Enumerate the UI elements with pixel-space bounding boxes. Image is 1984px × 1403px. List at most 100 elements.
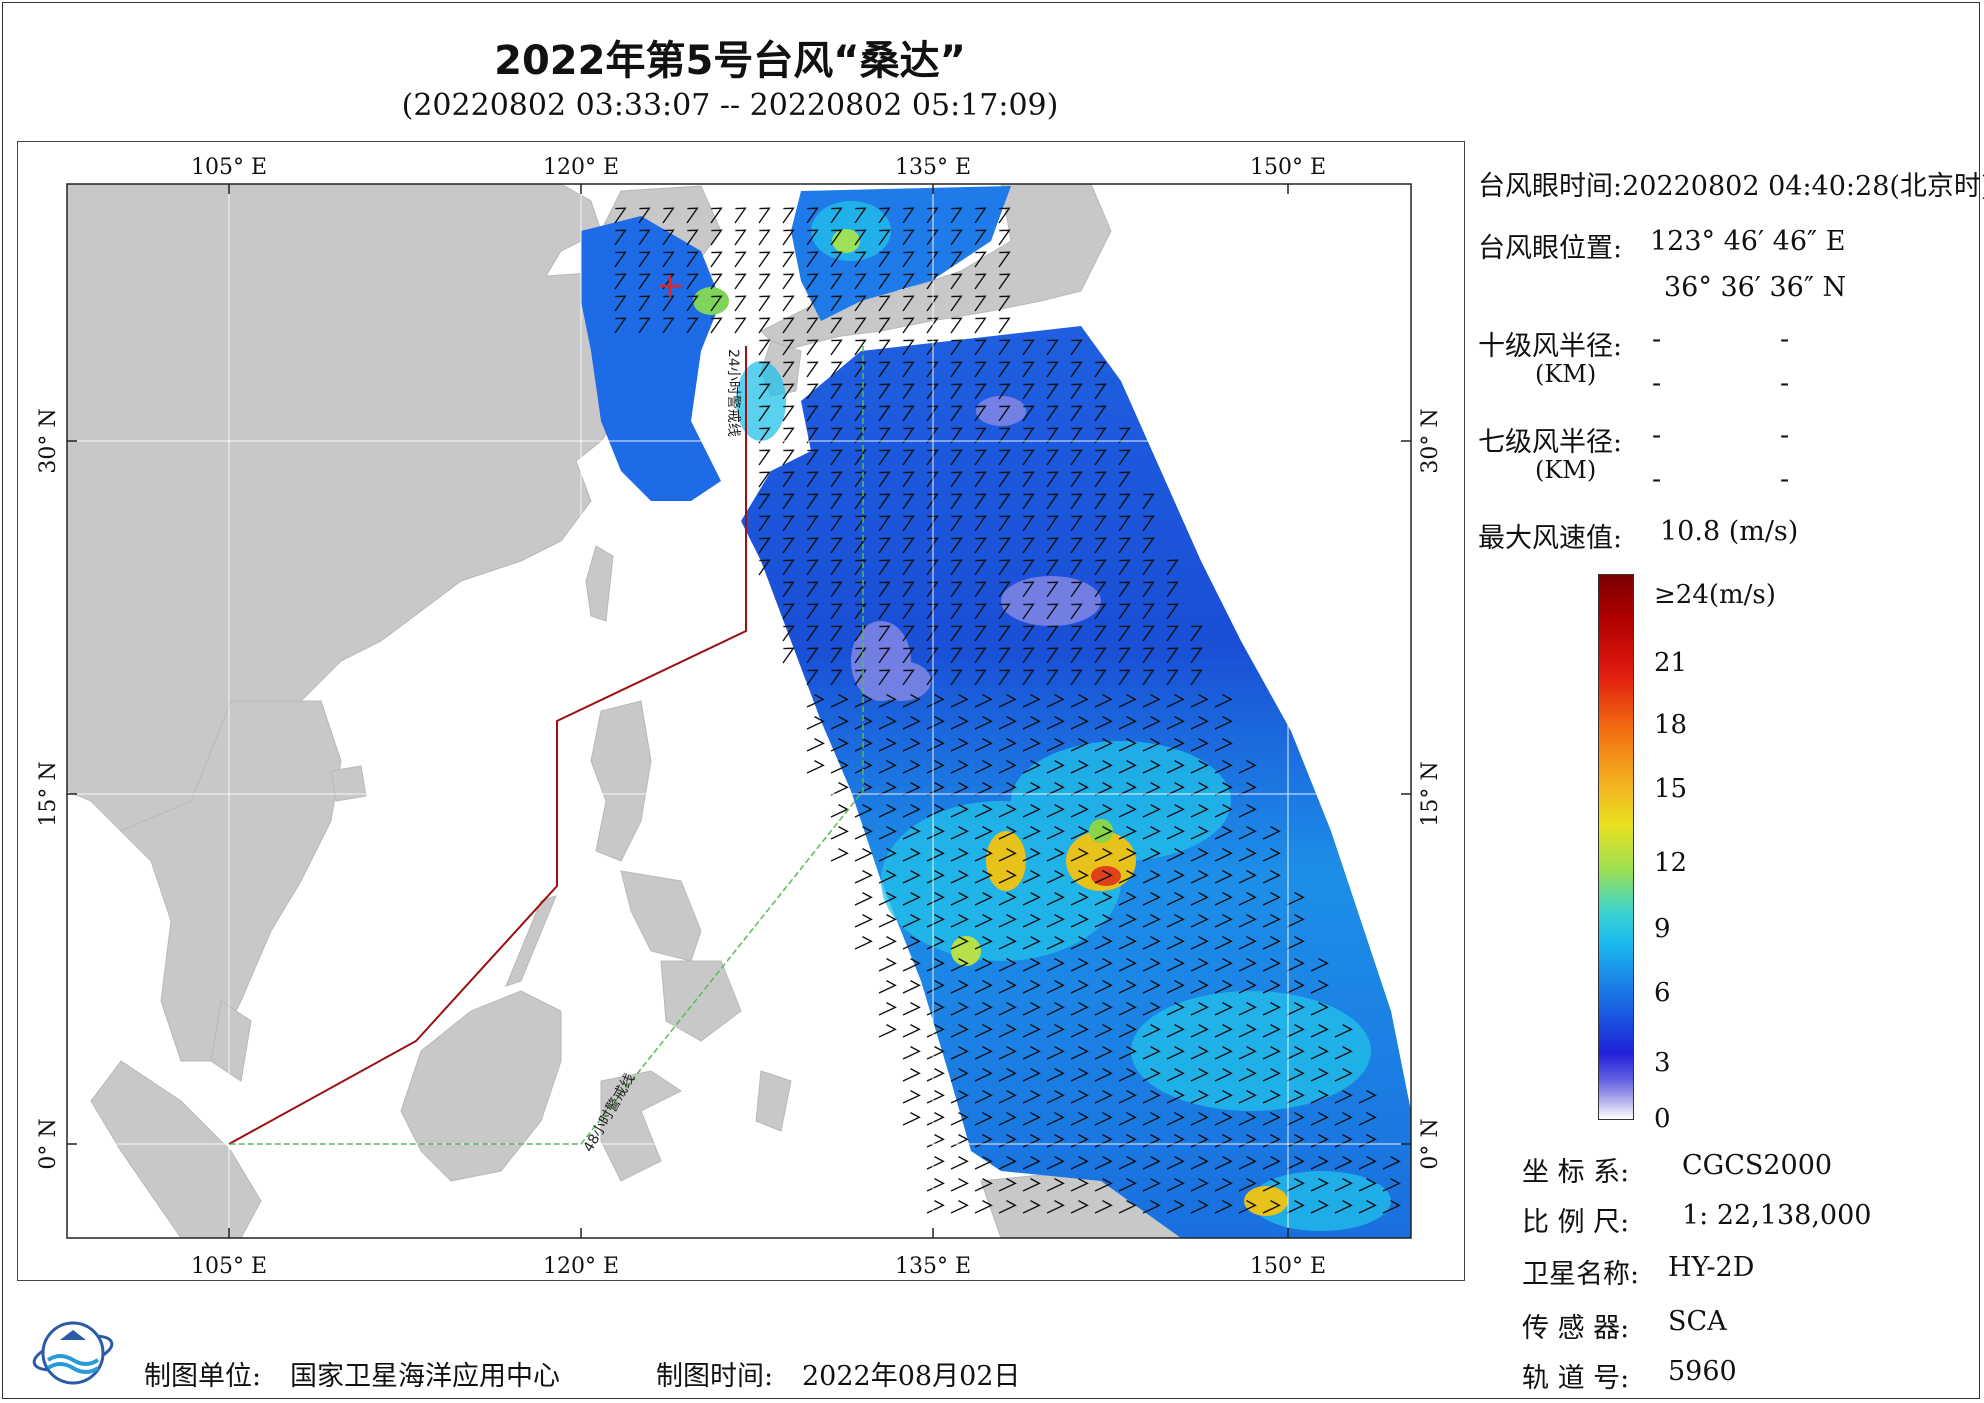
wind-barb: [1022, 782, 1041, 796]
wind-barb: [1166, 936, 1185, 950]
wind-barb: [1094, 493, 1107, 510]
wind-barb: [998, 581, 1011, 598]
wind-barb: [902, 295, 915, 312]
wind-barb: [1046, 1068, 1065, 1082]
wind-barb: [1094, 936, 1113, 950]
wind-barb: [1046, 647, 1059, 664]
wind-barb: [998, 207, 1011, 224]
wind-barb: [806, 716, 825, 730]
wind-barb: [878, 207, 891, 224]
wind-barb: [1070, 1156, 1089, 1170]
wind-barb: [830, 449, 843, 466]
wind-barb: [662, 251, 675, 268]
wind-barb: [1046, 1178, 1065, 1192]
wind-barb: [1142, 870, 1161, 884]
wind-barb: [1166, 870, 1185, 884]
wind-barb: [878, 804, 897, 818]
wind-barb: [806, 405, 819, 422]
wind-barb: [950, 1002, 969, 1016]
wind-barb: [854, 295, 867, 312]
wind-barb: [830, 848, 849, 862]
wind-barb: [1310, 1112, 1329, 1126]
wind-barb: [806, 581, 819, 598]
plot-border: [66, 183, 1412, 1239]
wind-barb: [998, 625, 1011, 642]
wind-barb: [998, 870, 1017, 884]
wind-barb: [974, 760, 993, 774]
wind-barb: [998, 914, 1017, 928]
wind-barb: [1118, 559, 1131, 576]
wind-barb: [1310, 1068, 1329, 1082]
wind-barb: [1214, 1178, 1233, 1192]
wind-barb: [1118, 826, 1137, 840]
wind-barb: [926, 449, 939, 466]
wind-barb: [974, 471, 987, 488]
wind-barb: [902, 647, 915, 664]
wind-barb: [878, 581, 891, 598]
wind-barb: [854, 647, 867, 664]
wind-barb: [974, 782, 993, 796]
wind-barb: [974, 694, 993, 708]
wind-barb: [1190, 669, 1203, 686]
wind-barb: [1118, 1200, 1137, 1214]
wind-barb: [950, 1068, 969, 1082]
wind-barb: [902, 1046, 921, 1060]
map-content: 24小时警戒线 48小时警戒线: [67, 184, 1411, 1238]
r10-value-1: -: [1652, 324, 1662, 355]
wind-barb: [1334, 1112, 1353, 1126]
wind-barb: [1214, 1024, 1233, 1038]
wind-barb: [974, 848, 993, 862]
wind-barb: [1142, 738, 1161, 752]
wind-barb: [1070, 647, 1083, 664]
wind-barb: [1166, 980, 1185, 994]
wind-barb: [1022, 515, 1035, 532]
mapping-time-label: 制图时间:: [656, 1361, 774, 1392]
wind-barb: [1190, 826, 1209, 840]
wind-barb: [950, 1024, 969, 1038]
wind-barb: [1094, 826, 1113, 840]
tick-marks: [67, 184, 1411, 1238]
wind-barb: [1382, 1200, 1401, 1214]
wind-barb: [926, 1178, 945, 1192]
wind-barb: [926, 826, 945, 840]
wind-barb: [1022, 760, 1041, 774]
wind-barb: [926, 1156, 945, 1170]
r10-value-4: -: [1780, 368, 1790, 399]
wind-barb: [1142, 892, 1161, 906]
wind-barb: [782, 449, 795, 466]
wind-barb: [782, 647, 795, 664]
wind-barb: [998, 1112, 1017, 1126]
wind-barb: [1094, 559, 1107, 576]
wind-barb: [782, 207, 795, 224]
wind-barb: [830, 493, 843, 510]
wind-barb: [1214, 1112, 1233, 1126]
wind-barb: [926, 647, 939, 664]
wind-barb: [1022, 1156, 1041, 1170]
warning-line-48h: [229, 346, 864, 1145]
wind-barb: [854, 669, 867, 686]
wind-barb: [1046, 1090, 1065, 1104]
wind-barb: [998, 782, 1017, 796]
wind-barb: [1286, 1156, 1305, 1170]
wind-barb: [950, 515, 963, 532]
wind-barb: [926, 317, 939, 334]
lon-label-top-120: 120° E: [543, 155, 619, 180]
wind-barb: [998, 936, 1017, 950]
wind-barb: [1046, 848, 1065, 862]
wind-barb: [806, 471, 819, 488]
wind-barb: [926, 914, 945, 928]
wind-barb: [1190, 1024, 1209, 1038]
wind-barb: [1118, 936, 1137, 950]
wind-barb: [1262, 914, 1281, 928]
wind-barb: [782, 317, 795, 334]
wind-barb: [998, 603, 1011, 620]
wind-barb: [1022, 383, 1035, 400]
wind-barb: [830, 760, 849, 774]
wind-barb: [854, 493, 867, 510]
wind-barb: [950, 295, 963, 312]
wind-barb: [998, 647, 1011, 664]
wind-strong-patches: [693, 229, 1288, 1216]
wind-barb: [830, 317, 843, 334]
wind-barb: [1166, 1002, 1185, 1016]
wind-barb: [878, 716, 897, 730]
